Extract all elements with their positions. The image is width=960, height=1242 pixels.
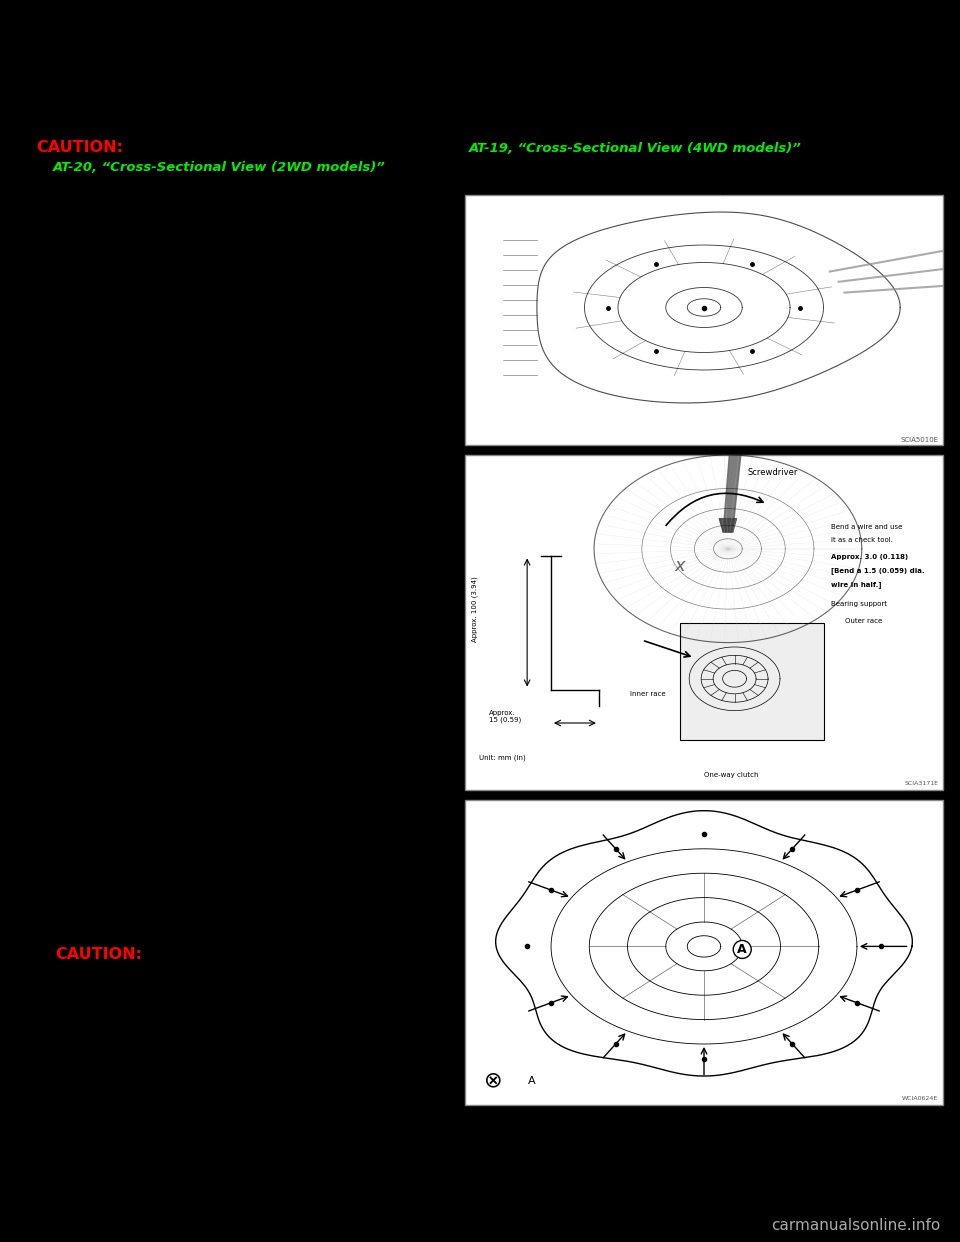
Text: Approx.
15 (0.59): Approx. 15 (0.59) <box>489 709 521 723</box>
Text: WCIA0624E: WCIA0624E <box>902 1097 938 1102</box>
Bar <box>465 800 943 1105</box>
Text: Screwdriver: Screwdriver <box>747 468 798 477</box>
Bar <box>680 622 824 740</box>
Text: Unit: mm (in): Unit: mm (in) <box>479 755 526 761</box>
Text: One-way clutch: One-way clutch <box>704 771 758 777</box>
Text: Torque converter: Torque converter <box>704 185 786 195</box>
Text: carmanualsonline.info: carmanualsonline.info <box>772 1217 941 1232</box>
Text: CAUTION:: CAUTION: <box>56 946 143 961</box>
Text: [Bend a 1.5 (0.059) dia.: [Bend a 1.5 (0.059) dia. <box>830 568 924 574</box>
Polygon shape <box>719 519 736 532</box>
Text: it as a check tool.: it as a check tool. <box>830 537 893 543</box>
Text: AT-19, “Cross-Sectional View (4WD models)”: AT-19, “Cross-Sectional View (4WD models… <box>468 142 802 154</box>
Text: CAUTION:: CAUTION: <box>36 139 124 154</box>
Text: Approx. 100 (3.94): Approx. 100 (3.94) <box>471 576 478 642</box>
Text: x: x <box>675 556 685 575</box>
Polygon shape <box>723 455 741 532</box>
Bar <box>465 455 943 790</box>
Text: Bend a wire and use: Bend a wire and use <box>830 524 902 529</box>
Text: A: A <box>528 1076 536 1086</box>
Text: Inner race: Inner race <box>630 692 666 697</box>
Bar <box>465 195 943 445</box>
Text: AT-20, “Cross-Sectional View (2WD models)”: AT-20, “Cross-Sectional View (2WD models… <box>53 161 386 174</box>
Text: Outer race: Outer race <box>845 617 882 623</box>
Text: SCIA5010E: SCIA5010E <box>900 436 938 442</box>
Text: A: A <box>737 943 747 956</box>
Text: SCIA3171E: SCIA3171E <box>904 781 938 786</box>
Text: ⊗: ⊗ <box>485 1071 503 1090</box>
Text: wire in half.]: wire in half.] <box>830 581 881 587</box>
Text: Approx. 3.0 (0.118): Approx. 3.0 (0.118) <box>830 554 908 560</box>
Text: Bearing support: Bearing support <box>830 601 887 607</box>
